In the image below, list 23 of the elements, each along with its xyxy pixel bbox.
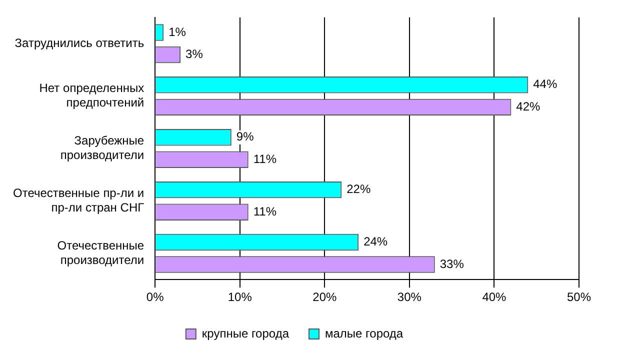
y-tick-label: Нет определенных предпочтений — [39, 81, 144, 110]
y-tick-label: Затруднились ответить — [14, 36, 144, 50]
data-label: 11% — [253, 152, 277, 166]
y-tick-label: Зарубежные производители — [60, 134, 144, 162]
x-tick-label: 20% — [312, 290, 337, 304]
data-label: 9% — [236, 130, 254, 144]
data-label: 44% — [533, 77, 558, 92]
data-label: 33% — [440, 256, 464, 271]
legend-label: малые города — [324, 326, 404, 340]
x-tick-label: 40% — [482, 290, 507, 304]
y-tick-label: Отечественные пр-ли и пр-ли стран СНГ — [12, 186, 145, 214]
data-label: 22% — [346, 182, 371, 196]
data-label: 1% — [168, 24, 186, 39]
x-tick-label: 30% — [397, 290, 422, 304]
x-tick-label: 0% — [146, 290, 164, 304]
y-tick-label: Отечественные производители — [57, 238, 144, 267]
data-label: 24% — [364, 234, 388, 249]
data-label: 11% — [253, 204, 277, 218]
x-tick-label: 10% — [228, 290, 252, 304]
data-label: 3% — [186, 47, 204, 62]
data-label: 42% — [516, 100, 541, 114]
x-tick-label: 50% — [566, 290, 592, 304]
legend-label: крупные города — [202, 326, 290, 340]
